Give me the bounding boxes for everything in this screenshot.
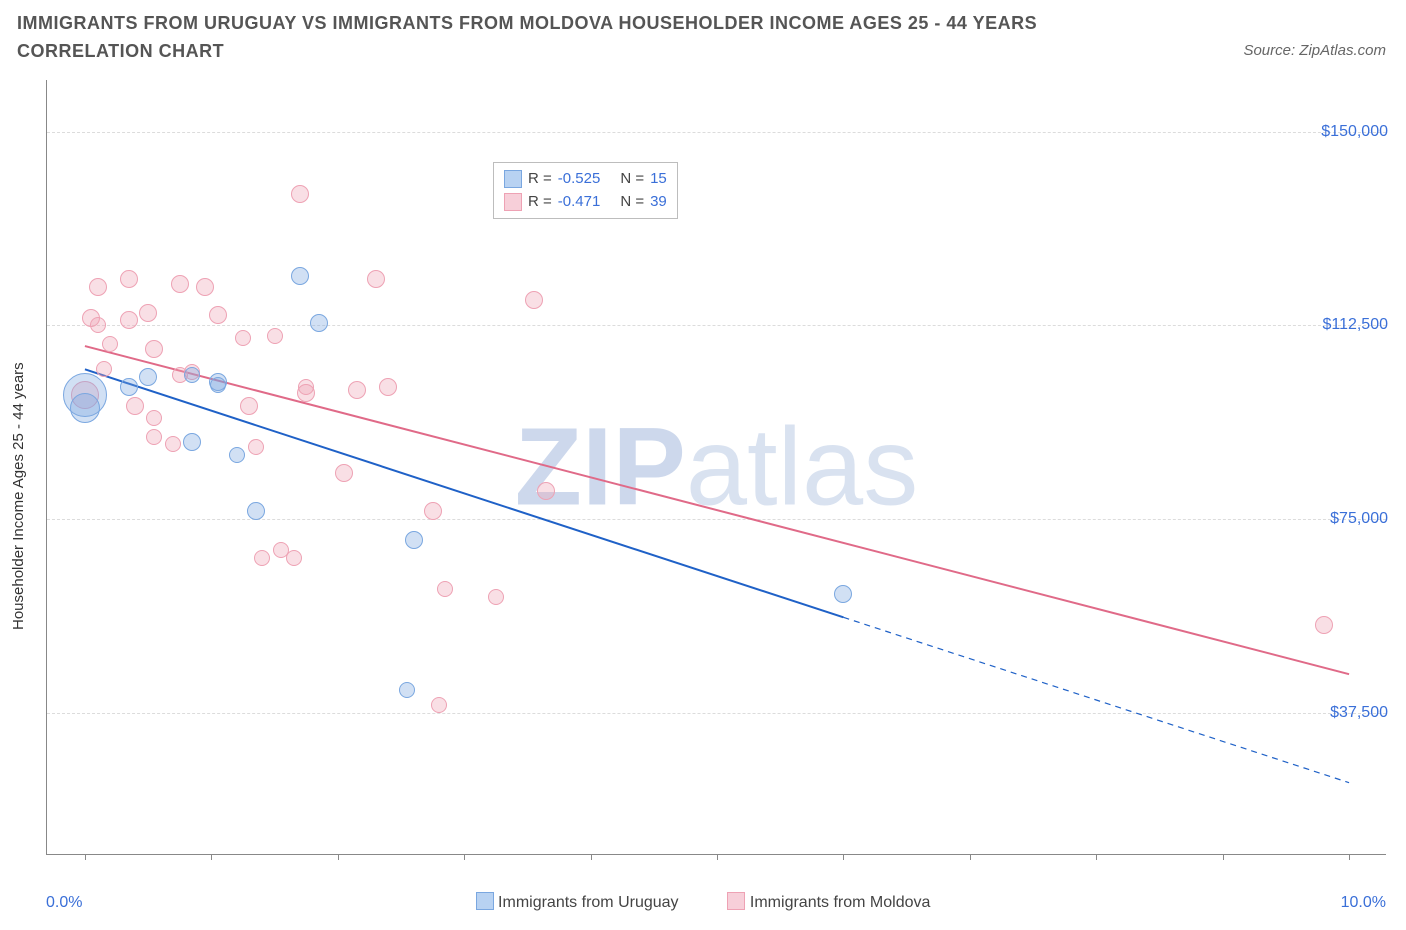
scatter-point: [431, 697, 447, 713]
y-axis-title: Householder Income Ages 25 - 44 years: [10, 362, 27, 630]
y-tick-label: $112,500: [1322, 316, 1388, 334]
x-tick: [591, 854, 592, 860]
scatter-point: [90, 317, 106, 333]
trend-lines-layer: [47, 80, 1386, 854]
stats-n-value: 39: [650, 190, 667, 213]
scatter-point: [70, 393, 100, 423]
trend-line: [85, 346, 1349, 674]
scatter-point: [286, 550, 302, 566]
scatter-point: [537, 482, 555, 500]
scatter-point: [89, 278, 107, 296]
scatter-point: [335, 464, 353, 482]
scatter-point: [248, 439, 264, 455]
x-tick: [338, 854, 339, 860]
scatter-point: [348, 381, 366, 399]
x-tick: [970, 854, 971, 860]
scatter-point: [240, 397, 258, 415]
y-tick-label: $37,500: [1330, 704, 1388, 722]
x-tick: [211, 854, 212, 860]
y-tick-label: $150,000: [1321, 123, 1388, 141]
scatter-point: [488, 589, 504, 605]
scatter-point: [120, 311, 138, 329]
x-tick: [1096, 854, 1097, 860]
scatter-point: [379, 378, 397, 396]
x-tick: [1349, 854, 1350, 860]
scatter-point: [1315, 616, 1333, 634]
scatter-point: [120, 378, 138, 396]
chart-title: IMMIGRANTS FROM URUGUAY VS IMMIGRANTS FR…: [17, 10, 1122, 66]
x-tick: [843, 854, 844, 860]
scatter-point: [184, 367, 200, 383]
stats-r-label: R =: [528, 167, 552, 190]
scatter-point: [102, 336, 118, 352]
scatter-point: [146, 410, 162, 426]
stats-r-value: -0.471: [558, 190, 601, 213]
scatter-point: [291, 267, 309, 285]
plot-area: ZIPatlas R = -0.525 N = 15 R = -0.471 N …: [46, 80, 1386, 855]
legend-label: Immigrants from Moldova: [750, 894, 931, 911]
trend-line: [85, 369, 843, 617]
scatter-point: [139, 368, 157, 386]
stats-n-value: 15: [650, 167, 667, 190]
scatter-point: [254, 550, 270, 566]
source-label: Source: ZipAtlas.com: [1243, 42, 1386, 59]
scatter-point: [424, 502, 442, 520]
x-tick-label: 0.0%: [46, 894, 82, 912]
stats-n-label: N =: [620, 167, 644, 190]
x-tick: [1223, 854, 1224, 860]
legend-label: Immigrants from Uruguay: [498, 894, 679, 911]
scatter-point: [229, 447, 245, 463]
trend-line: [843, 617, 1349, 782]
stats-legend: R = -0.525 N = 15 R = -0.471 N = 39: [493, 162, 678, 219]
scatter-point: [146, 429, 162, 445]
stats-n-label: N =: [620, 190, 644, 213]
scatter-point: [183, 433, 201, 451]
scatter-point: [139, 304, 157, 322]
scatter-point: [126, 397, 144, 415]
legend-swatch-uruguay: [504, 170, 522, 188]
stats-r-value: -0.525: [558, 167, 601, 190]
bottom-legend: Immigrants from Uruguay Immigrants from …: [0, 892, 1406, 912]
stats-r-label: R =: [528, 190, 552, 213]
scatter-point: [367, 270, 385, 288]
scatter-point: [437, 581, 453, 597]
x-tick: [464, 854, 465, 860]
stats-row: R = -0.471 N = 39: [504, 190, 667, 213]
scatter-point: [165, 436, 181, 452]
scatter-point: [291, 185, 309, 203]
scatter-point: [235, 330, 251, 346]
scatter-point: [298, 379, 314, 395]
scatter-point: [196, 278, 214, 296]
scatter-point: [310, 314, 328, 332]
scatter-point: [96, 361, 112, 377]
stats-row: R = -0.525 N = 15: [504, 167, 667, 190]
scatter-point: [171, 275, 189, 293]
scatter-point: [210, 377, 226, 393]
x-tick-label: 10.0%: [1341, 894, 1386, 912]
y-tick-label: $75,000: [1330, 510, 1388, 528]
x-tick: [717, 854, 718, 860]
legend-swatch-uruguay: [476, 892, 494, 910]
legend-swatch-moldova: [727, 892, 745, 910]
scatter-point: [209, 306, 227, 324]
scatter-point: [525, 291, 543, 309]
scatter-point: [834, 585, 852, 603]
scatter-point: [145, 340, 163, 358]
scatter-point: [247, 502, 265, 520]
x-tick: [85, 854, 86, 860]
scatter-point: [267, 328, 283, 344]
legend-swatch-moldova: [504, 193, 522, 211]
scatter-point: [405, 531, 423, 549]
scatter-point: [120, 270, 138, 288]
scatter-point: [399, 682, 415, 698]
